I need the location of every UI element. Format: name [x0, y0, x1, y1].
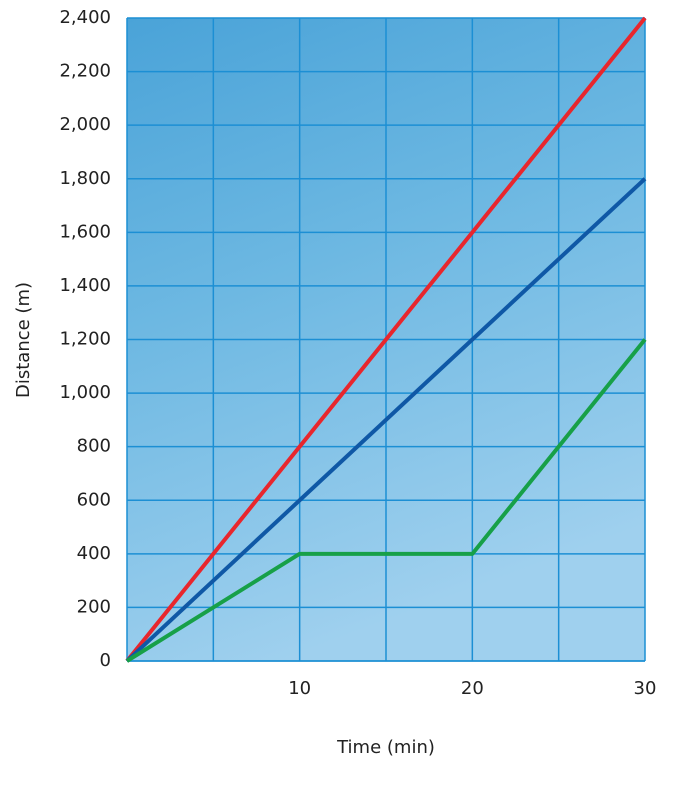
y-tick-label: 2,200	[59, 61, 111, 82]
y-tick-label: 1,200	[59, 329, 111, 350]
y-tick-label: 1,400	[59, 275, 111, 296]
y-tick-label: 2,400	[59, 7, 111, 28]
y-tick-label: 2,000	[59, 114, 111, 135]
y-tick-label: 600	[77, 489, 111, 510]
y-tick-label: 200	[77, 596, 111, 617]
x-axis-title: Time (min)	[336, 737, 435, 758]
chart: Time (min) Distance (m) 0 200 400 600 800 1,0…	[0, 0, 675, 792]
x-tick-label: 10	[288, 678, 311, 699]
y-axis-title: Distance (m)	[13, 282, 34, 398]
y-tick-label: 1,800	[59, 168, 111, 189]
y-tick-label: 400	[77, 543, 111, 564]
x-tick-label: 30	[634, 678, 657, 699]
y-tick-label: 0	[100, 650, 111, 671]
x-tick-label: 20	[461, 678, 484, 699]
y-tick-label: 1,600	[59, 221, 111, 242]
y-tick-label: 1,000	[59, 382, 111, 403]
y-tick-label: 800	[77, 436, 111, 457]
